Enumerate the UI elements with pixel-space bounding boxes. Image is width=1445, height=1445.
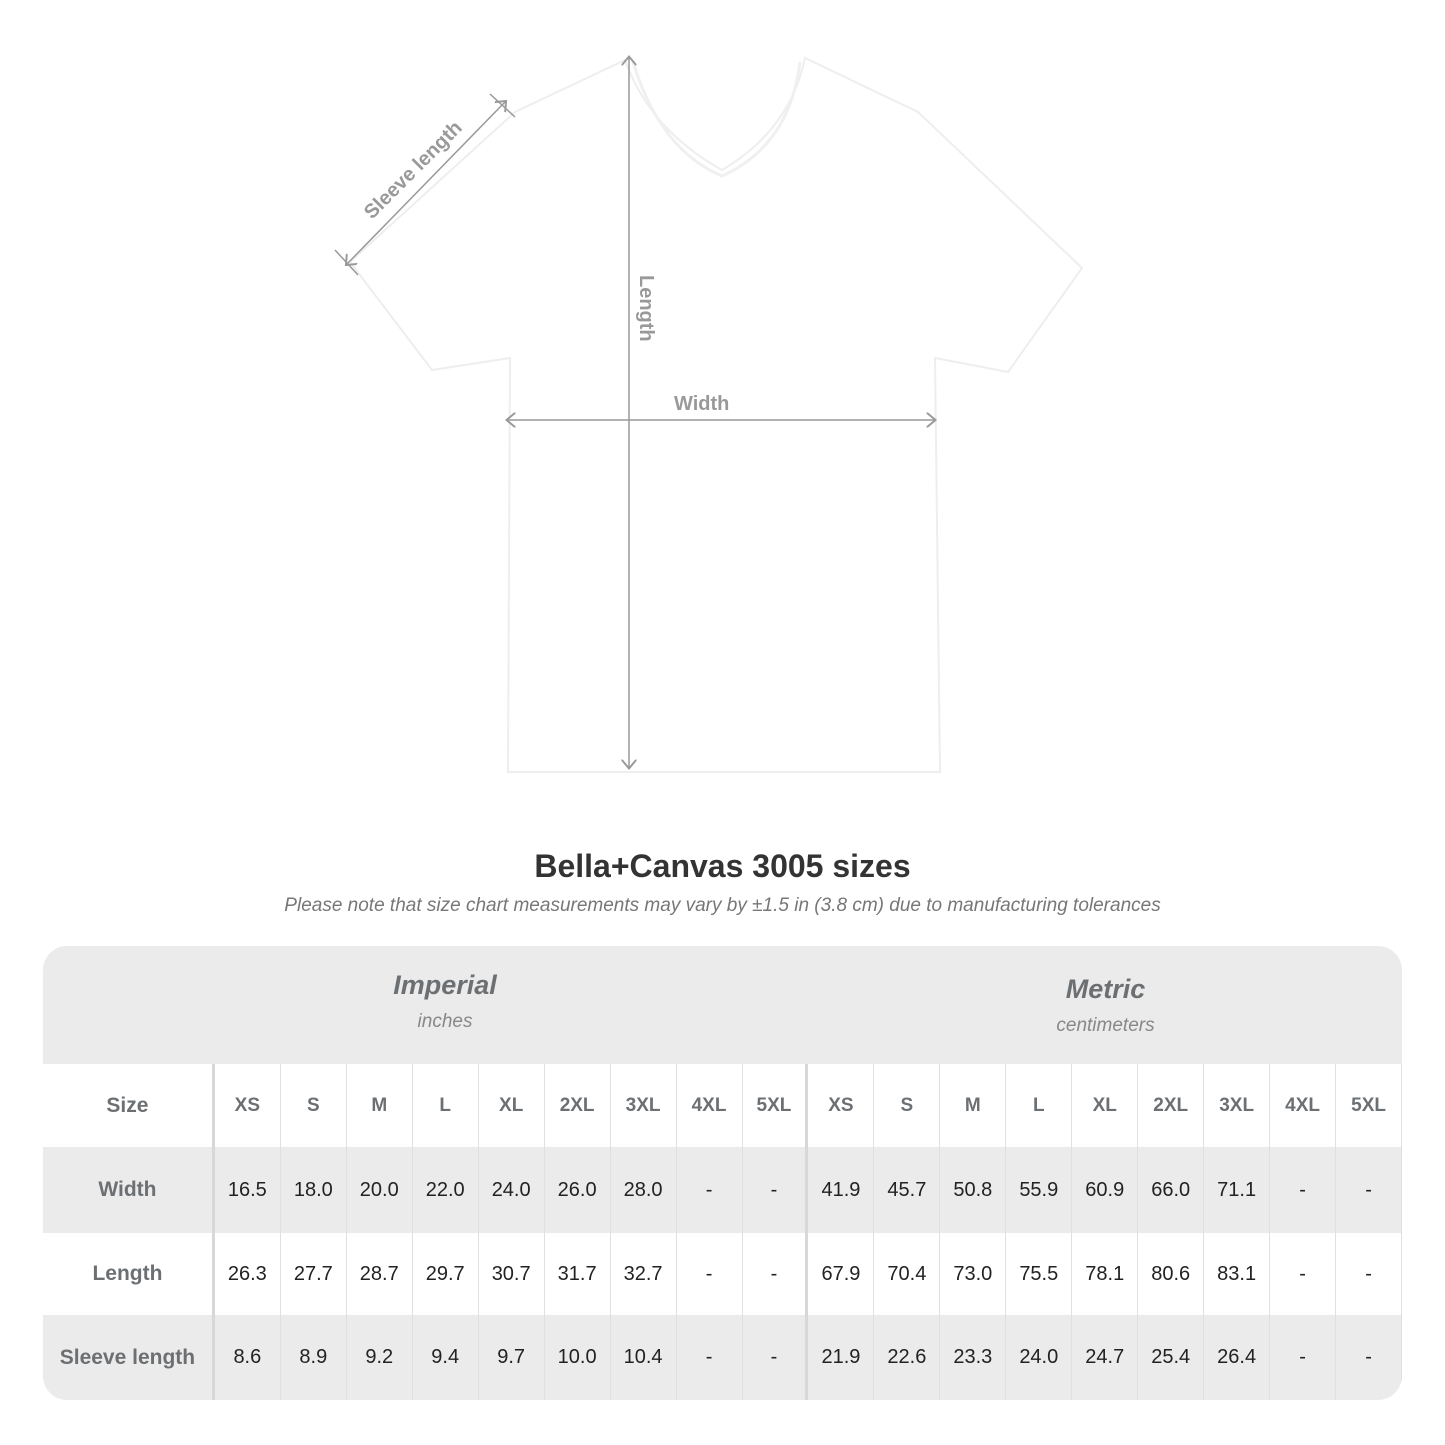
- table-cell: -: [743, 1233, 809, 1315]
- size-header-cell: L: [1006, 1064, 1073, 1147]
- table-cell: 70.4: [874, 1233, 941, 1315]
- width-label: Width: [674, 393, 729, 415]
- table-cell: 16.5: [215, 1147, 281, 1233]
- table-cell: 83.1: [1204, 1233, 1271, 1315]
- table-cell: 22.6: [874, 1315, 941, 1400]
- row-label: Length: [43, 1233, 215, 1315]
- size-header-cell: M: [940, 1064, 1007, 1147]
- table-cell: 73.0: [940, 1233, 1007, 1315]
- table-cell: 55.9: [1006, 1147, 1073, 1233]
- table-cell: 66.0: [1138, 1147, 1205, 1233]
- size-header-cell: S: [281, 1064, 347, 1147]
- table-cell: -: [677, 1315, 743, 1400]
- table-row: Length 26.3 27.7 28.7 29.7 30.7 31.7 32.7- -67.9…: [43, 1233, 1402, 1315]
- table-cell: 24.0: [1006, 1315, 1073, 1400]
- table-cell: 26.4: [1204, 1315, 1271, 1400]
- table-row: Width 16.5 18.0 20.0 22.0 24.0 26.0 28.0- -41.9 4…: [43, 1147, 1402, 1233]
- table-cell: 8.6: [215, 1315, 281, 1400]
- length-label: Length: [635, 275, 657, 342]
- table-cell: 10.0: [545, 1315, 611, 1400]
- tshirt-diagram: Sleeve length Length Width: [334, 0, 1084, 773]
- size-table: Imperial inches Metric centimeters Size X…: [43, 946, 1402, 1400]
- table-cell: 26.0: [545, 1147, 611, 1233]
- table-cell: 50.8: [940, 1147, 1007, 1233]
- table-cell: 71.1: [1204, 1147, 1271, 1233]
- size-header-cell: 3XL: [611, 1064, 677, 1147]
- table-cell: -: [743, 1147, 809, 1233]
- table-cell: 10.4: [611, 1315, 677, 1400]
- table-cell: -: [743, 1315, 809, 1400]
- table-cell: 28.7: [347, 1233, 413, 1315]
- row-label: Sleeve length: [43, 1315, 215, 1400]
- table-cell: 24.0: [479, 1147, 545, 1233]
- size-header-cell: 4XL: [677, 1064, 743, 1147]
- table-cell: 30.7: [479, 1233, 545, 1315]
- metric-header: Metric centimeters: [1056, 974, 1155, 1036]
- table-cell: 26.3: [215, 1233, 281, 1315]
- table-cell: 25.4: [1138, 1315, 1205, 1400]
- row-label: Width: [43, 1147, 215, 1233]
- table-cell: 9.2: [347, 1315, 413, 1400]
- size-header-cell: 2XL: [1138, 1064, 1205, 1147]
- table-cell: 29.7: [413, 1233, 479, 1315]
- size-header-cell: 5XL: [1336, 1064, 1402, 1147]
- table-cell: 27.7: [281, 1233, 347, 1315]
- size-label: Size: [43, 1064, 215, 1147]
- table-cell: -: [1336, 1147, 1402, 1233]
- table-cell: 45.7: [874, 1147, 941, 1233]
- table-cell: 28.0: [611, 1147, 677, 1233]
- table-row: Sleeve length 8.6 8.9 9.2 9.4 9.7 10.0 10.4- -21…: [43, 1315, 1402, 1400]
- sleeve-arrow: [347, 102, 505, 264]
- table-cell: 18.0: [281, 1147, 347, 1233]
- table-cell: -: [1270, 1315, 1337, 1400]
- table-cell: -: [677, 1233, 743, 1315]
- table-cell: 75.5: [1006, 1233, 1073, 1315]
- size-header-cell: XS: [808, 1064, 875, 1147]
- table-cell: 8.9: [281, 1315, 347, 1400]
- table-cell: 9.4: [413, 1315, 479, 1400]
- size-header-cell: L: [413, 1064, 479, 1147]
- table-cell: 24.7: [1072, 1315, 1139, 1400]
- size-header-cell: S: [874, 1064, 941, 1147]
- size-header-cell: 4XL: [1270, 1064, 1337, 1147]
- tshirt-shape: [348, 56, 1084, 773]
- table-cell: 31.7: [545, 1233, 611, 1315]
- table-cell: -: [1336, 1233, 1402, 1315]
- imperial-header: Imperial inches: [393, 970, 497, 1032]
- table-cell: 22.0: [413, 1147, 479, 1233]
- table-cell: 80.6: [1138, 1233, 1205, 1315]
- table-cell: 60.9: [1072, 1147, 1139, 1233]
- table-cell: 20.0: [347, 1147, 413, 1233]
- size-header-cell: XL: [1072, 1064, 1139, 1147]
- table-cell: -: [1270, 1233, 1337, 1315]
- table-cell: 23.3: [940, 1315, 1007, 1400]
- size-header-row: Size XS S M L XL 2XL 3XL 4XL 5XL XS S M L XL 2XL 3XL 4XL 5…: [43, 1064, 1402, 1147]
- table-cell: 21.9: [808, 1315, 875, 1400]
- size-header-cell: 5XL: [743, 1064, 809, 1147]
- chart-subtitle: Please note that size chart measurements…: [284, 895, 1161, 916]
- table-cell: 41.9: [808, 1147, 875, 1233]
- size-header-cell: XL: [479, 1064, 545, 1147]
- size-header-cell: 3XL: [1204, 1064, 1271, 1147]
- system-header: Imperial inches Metric centimeters: [43, 946, 1402, 1064]
- table-cell: -: [1336, 1315, 1402, 1400]
- table-cell: 32.7: [611, 1233, 677, 1315]
- chart-title: Bella+Canvas 3005 sizes: [534, 848, 911, 884]
- size-header-cell: XS: [215, 1064, 281, 1147]
- table-cell: 67.9: [808, 1233, 875, 1315]
- table-cell: -: [1270, 1147, 1337, 1233]
- size-header-cell: M: [347, 1064, 413, 1147]
- table-cell: 78.1: [1072, 1233, 1139, 1315]
- size-header-cell: 2XL: [545, 1064, 611, 1147]
- table-cell: -: [677, 1147, 743, 1233]
- table-cell: 9.7: [479, 1315, 545, 1400]
